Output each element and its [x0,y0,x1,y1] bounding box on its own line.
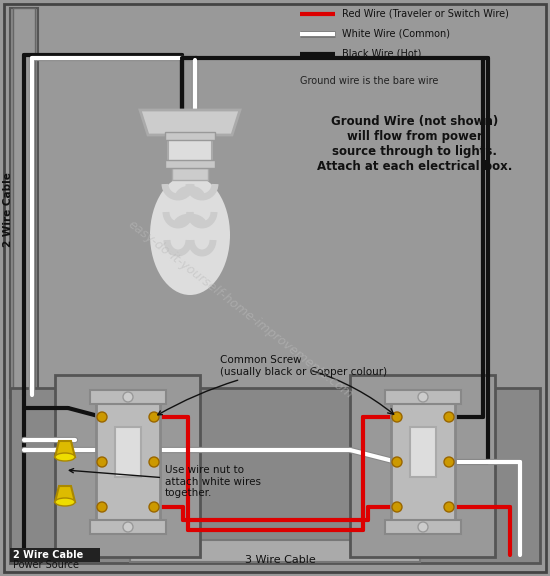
Bar [55,375,200,557]
Bar [10,388,540,563]
Circle shape [418,522,428,532]
Circle shape [444,457,454,467]
Text: easy-do-it-yourself-home-improvements.com: easy-do-it-yourself-home-improvements.co… [125,218,355,402]
Bar [350,375,495,557]
Bar [10,8,38,398]
Bar [391,397,455,527]
Circle shape [123,392,133,402]
Circle shape [149,502,159,512]
Text: White Wire (Common): White Wire (Common) [342,29,450,39]
Bar [410,427,436,477]
Polygon shape [55,486,75,502]
Circle shape [392,412,402,422]
Ellipse shape [55,453,75,461]
Text: Black Wire (Hot): Black Wire (Hot) [342,49,421,59]
Text: 2 Wire Cable: 2 Wire Cable [13,550,83,560]
Circle shape [418,392,428,402]
Text: Use wire nut to
attach white wires
together.: Use wire nut to attach white wires toget… [69,465,261,498]
Circle shape [97,502,107,512]
Circle shape [444,412,454,422]
Text: Ground wire is the bare wire: Ground wire is the bare wire [300,76,438,86]
Bar [165,160,215,168]
Text: 2 Wire Cable: 2 Wire Cable [3,173,13,248]
Ellipse shape [150,175,230,295]
Circle shape [444,502,454,512]
Text: Common Screw
(usually black or Copper colour): Common Screw (usually black or Copper co… [158,355,387,415]
Polygon shape [140,110,240,135]
Polygon shape [55,441,75,457]
Bar [115,427,141,477]
Circle shape [392,457,402,467]
Circle shape [149,457,159,467]
Bar [130,540,420,562]
Bar [90,390,166,404]
Bar [165,132,215,140]
Circle shape [97,457,107,467]
Circle shape [123,522,133,532]
Text: Power Source: Power Source [13,560,79,570]
Circle shape [392,502,402,512]
Bar [10,548,100,562]
Bar [96,397,160,527]
Bar [168,135,212,165]
Circle shape [149,412,159,422]
Bar [385,520,461,534]
Text: 3 Wire Cable: 3 Wire Cable [245,555,315,565]
Bar [385,390,461,404]
Text: Ground Wire (not shown)
will flow from power
source through to lights.
Attach at: Ground Wire (not shown) will flow from p… [317,115,513,173]
Bar [90,520,166,534]
Bar [13,8,35,398]
Text: Red Wire (Traveler or Switch Wire): Red Wire (Traveler or Switch Wire) [342,9,509,19]
Bar [172,168,208,180]
Ellipse shape [55,498,75,506]
Circle shape [97,412,107,422]
